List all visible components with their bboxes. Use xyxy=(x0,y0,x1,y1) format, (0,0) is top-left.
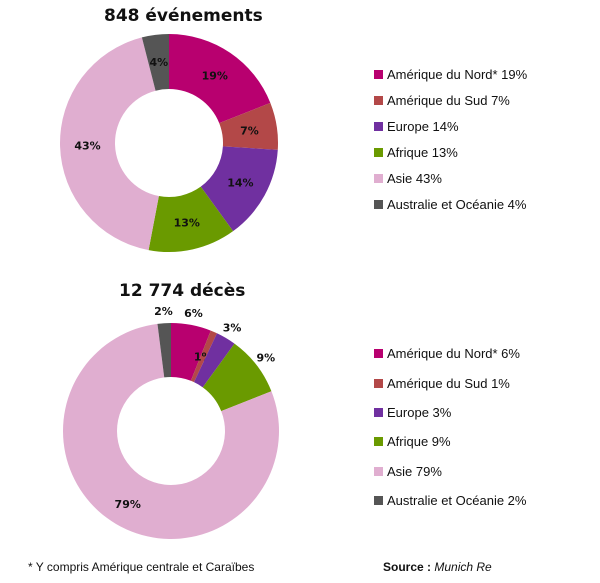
legend-item-afrique: Afrique 13% xyxy=(374,139,527,165)
legend-item-australie: Australie et Océanie 2% xyxy=(374,486,526,515)
slice-asie xyxy=(60,37,159,251)
legend-swatch-icon xyxy=(374,349,383,359)
slice-amerique-nord xyxy=(169,34,271,124)
legend-swatch-icon xyxy=(374,466,383,476)
legend-label: Amérique du Sud 7% xyxy=(387,92,510,108)
legend-deaths: Amérique du Nord* 6% Amérique du Sud 1% Eu… xyxy=(374,339,526,515)
legend-label: Europe 14% xyxy=(387,118,459,134)
slice-europe xyxy=(193,333,235,388)
legend-item-amerique-sud: Amérique du Sud 7% xyxy=(374,87,527,113)
source-label: Source : xyxy=(383,560,432,574)
donut-chart-deaths: 6%1%3%9%79%2% xyxy=(63,305,279,539)
slice-amerique-sud xyxy=(219,102,278,150)
legend-swatch-icon xyxy=(374,496,383,506)
legend-swatch-icon xyxy=(374,95,383,105)
legend-label: Australie et Océanie 4% xyxy=(387,196,527,212)
legend-label: Europe 3% xyxy=(387,404,452,420)
legend-item-asie: Asie 43% xyxy=(374,165,527,191)
legend-item-europe: Europe 14% xyxy=(374,113,527,139)
slice-label-afrique: 9% xyxy=(256,351,275,364)
slice-label-asie: 79% xyxy=(115,498,141,511)
legend-item-amerique-sud: Amérique du Sud 1% xyxy=(374,368,526,397)
slice-afrique xyxy=(148,186,234,252)
slice-label-australie: 4% xyxy=(149,56,168,69)
slice-asie xyxy=(63,323,279,539)
slice-amerique-sud xyxy=(190,330,217,383)
legend-label: Amérique du Nord* 19% xyxy=(387,66,528,82)
legend-swatch-icon xyxy=(374,147,383,157)
legend-swatch-icon xyxy=(374,437,383,447)
legend-label: Amérique du Sud 1% xyxy=(387,375,510,391)
legend-label: Asie 79% xyxy=(387,463,442,479)
chart-title-events: 848 événements xyxy=(104,6,263,26)
chart-title-deaths: 12 774 décès xyxy=(119,281,246,301)
legend-label: Australie et Océanie 2% xyxy=(387,493,527,509)
source-note: Source : Munich Re xyxy=(383,560,492,574)
legend-item-amerique-nord: Amérique du Nord* 19% xyxy=(374,61,527,87)
slice-label-asie: 43% xyxy=(74,140,100,153)
slice-australie xyxy=(141,34,169,91)
legend-item-amerique-nord: Amérique du Nord* 6% xyxy=(374,339,526,368)
footnote: * Y compris Amérique centrale et Caraïbe… xyxy=(28,560,255,574)
slice-label-australie: 2% xyxy=(154,305,173,318)
slice-label-amerique-nord: 6% xyxy=(184,307,203,320)
legend-events: Amérique du Nord* 19% Amérique du Sud 7% E… xyxy=(374,61,527,217)
legend-label: Afrique 9% xyxy=(387,434,451,450)
legend-swatch-icon xyxy=(374,121,383,131)
slice-afrique xyxy=(202,343,272,412)
legend-label: Asie 43% xyxy=(387,170,442,186)
legend-swatch-icon xyxy=(374,173,383,183)
source-value: Munich Re xyxy=(434,560,492,574)
donut-chart-events: 19% 7% 14% 13% 43% 4% xyxy=(60,34,278,252)
legend-swatch-icon xyxy=(374,69,383,79)
slice-label-amerique-nord: 19% xyxy=(202,70,228,83)
slice-europe xyxy=(200,146,278,232)
slice-australie xyxy=(157,323,171,378)
legend-item-asie: Asie 79% xyxy=(374,457,526,486)
legend-item-afrique: Afrique 9% xyxy=(374,427,526,456)
slice-label-europe: 14% xyxy=(227,176,253,189)
slice-amerique-nord xyxy=(171,323,211,381)
legend-label: Afrique 13% xyxy=(387,144,458,160)
legend-item-australie: Australie et Océanie 4% xyxy=(374,191,527,217)
slice-label-amerique-sud: 7% xyxy=(240,124,259,137)
legend-label: Amérique du Nord* 6% xyxy=(387,346,520,362)
legend-swatch-icon xyxy=(374,199,383,209)
legend-swatch-icon xyxy=(374,407,383,417)
slice-label-afrique: 13% xyxy=(174,217,200,230)
slice-label-europe: 3% xyxy=(223,322,242,335)
legend-swatch-icon xyxy=(374,378,383,388)
legend-item-europe: Europe 3% xyxy=(374,398,526,427)
